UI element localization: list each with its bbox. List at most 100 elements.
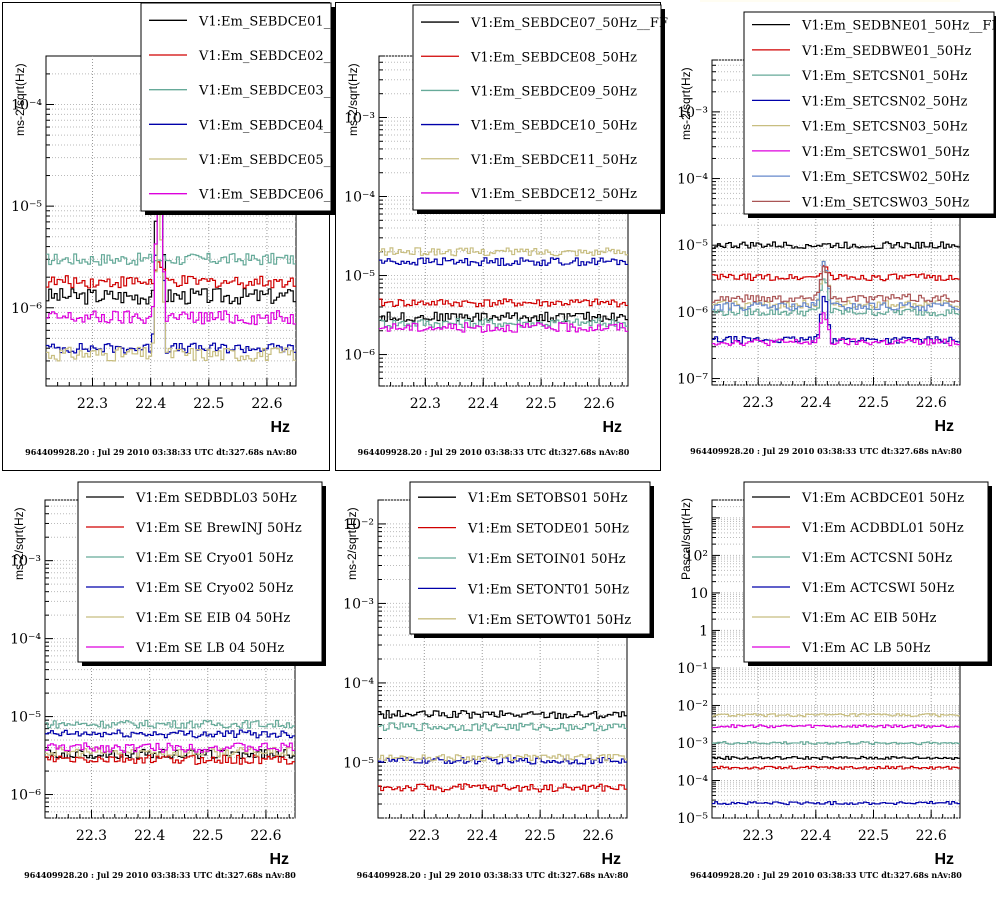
legend-entry: V1:Em_SEBDCE09_50Hz [470,84,637,99]
series-line [712,801,960,806]
legend-box [743,481,989,663]
x-tick-label: 22.4 [800,828,831,844]
legend-entry: V1:Em ACDBDL01 50Hz [801,521,964,536]
x-tick-label: 22.3 [409,828,440,844]
x-tick-label: 22.5 [192,828,223,844]
chart-panel-2: 22.3 22.4 22.5 22.6 10⁻⁶ 10⁻⁵ 10⁻⁴ 10⁻³ Hz ms-2/s… [335,2,677,471]
chart-svg-3: 22.3 22.4 22.5 22.6 10⁻⁷ 10⁻⁶ 10⁻⁵ 10⁻⁴ 10⁻³ Hz ms… [677,11,996,456]
chart-panel-4: 22.3 22.4 22.5 22.6 10⁻⁶ 10⁻⁵ 10⁻⁴ 10⁻³ Hz ms-2/s… [2,478,330,894]
y-tick-label: 10⁻⁴ [677,172,708,188]
y-tick-label: 10⁻⁵ [10,710,41,726]
legend-box [412,4,662,211]
timestamp-footer: 964409928.20 : Jul 29 2010 03:38:33 UTC … [24,870,296,880]
series-line [379,311,628,323]
x-tick-label: 22.3 [410,396,441,412]
x-tick-label: 22.3 [77,396,108,412]
legend-entry: V1:Em SE BrewINJ 50Hz [135,521,302,536]
chart-svg-5: 22.3 22.4 22.5 22.6 10⁻⁵ 10⁻⁴ 10⁻³ 10⁻² Hz ms-2/s… [343,481,654,880]
series-line [378,722,627,732]
legend-entry: V1:Em_SEBDCE04_50Hz [198,118,365,133]
y-tick-label: 10⁻² [677,698,708,714]
y-tick-label: 10⁻⁴ [343,676,374,692]
legend-entry: V1:Em AC LB 50Hz [801,641,931,656]
y-tick-label: 10⁻⁶ [10,788,41,804]
y-axis-label: Pascal/sqrt(Hz) [679,498,693,580]
legend-entry: V1:Em_SEBDCE05_50Hz [198,153,365,168]
x-tick-label: 22.5 [526,396,557,412]
series-line [712,260,960,311]
legend-entry: V1:Em_SEBDCE07_50Hz__FFT [470,16,677,31]
x-axis-label: Hz [934,418,954,435]
y-axis-label: ms-2/sqrt(Hz) [12,507,26,580]
y-axis-label: ms-2/sqrt(Hz) [13,63,27,136]
x-tick-label: 22.4 [134,828,165,844]
y-tick-label: 10 [690,586,708,602]
chart-panel-1: 22.3 22.4 22.5 22.6 10⁻⁶ 10⁻⁵ 10⁻⁴ Hz ms-2/sqrt(… [2,2,365,471]
series-line [45,719,295,729]
series-line [712,765,960,770]
series-line [378,710,627,719]
y-tick-label: 10⁻⁵ [677,811,708,827]
x-tick-label: 22.5 [858,828,889,844]
series-line [378,753,627,762]
legend-entry: V1:Em_SEBDCE12_50Hz [470,187,637,202]
timestamp-footer: 964409928.20 : Jul 29 2010 03:38:33 UTC … [358,447,630,457]
legend-entry: V1:Em_SEBDCE06_50Hz [198,188,365,203]
legend-entry: V1:Em_SETCSW03_50Hz [801,195,970,210]
timestamp-footer: 964409928.20 : Jul 29 2010 03:38:33 UTC … [690,870,962,880]
series-line [379,247,628,257]
legend-entry: V1:Em SETOWT01 50Hz [467,613,631,628]
x-axis-label: Hz [602,419,622,436]
legend-box [743,11,995,215]
y-axis-label: ms-2/sqrt(Hz) [345,507,359,580]
x-tick-label: 22.6 [916,828,947,844]
y-tick-label: 10⁻⁴ [344,190,375,206]
legend-entry: V1:Em SE LB 04 50Hz [135,641,284,656]
x-tick-label: 22.4 [467,828,498,844]
series-line [712,755,960,760]
series-line [46,204,296,362]
y-tick-label: 10⁻⁵ [343,755,374,771]
legend-entry: V1:Em_SETCSN02_50Hz [801,94,968,109]
chart-svg-2: 22.3 22.4 22.5 22.6 10⁻⁶ 10⁻⁵ 10⁻⁴ 10⁻³ Hz ms-2/s… [344,4,677,457]
legend-entry: V1:Em SETODE01 50Hz [467,522,629,537]
legend-entry: V1:Em_SEBDCE02_50Hz [198,49,365,64]
timestamp-footer: 964409928.20 : Jul 29 2010 03:38:33 UTC … [25,447,297,457]
chart-svg-4: 22.3 22.4 22.5 22.6 10⁻⁶ 10⁻⁵ 10⁻⁴ 10⁻³ Hz ms-2/s… [10,481,326,880]
x-tick-label: 22.3 [76,828,107,844]
y-tick-label: 10⁻³ [10,554,41,570]
legend-entry: V1:Em ACBDCE01 50Hz [801,491,964,506]
legend-entry: V1:Em_SEDBWE01_50Hz [801,44,972,59]
y-tick-label: 1 [699,623,708,639]
x-axis-label: Hz [601,851,621,868]
series-line [46,252,296,266]
y-tick-label: 10⁻⁴ [11,97,42,113]
x-tick-label: 22.6 [916,395,947,411]
legend-box [140,2,332,212]
timestamp-footer: 964409928.20 : Jul 29 2010 03:38:33 UTC … [690,446,962,456]
x-tick-label: 22.5 [193,396,224,412]
y-tick-label: 10⁻⁵ [344,269,375,285]
y-axis-label: ms-2/sqrt(Hz) [346,63,360,136]
legend-entry: V1:Em_SEBDCE10_50Hz [470,119,637,134]
legend-entry: V1:Em SE Cryo01 50Hz [135,551,293,566]
legend-entry: V1:Em_SEBDCE08_50Hz [470,50,637,65]
series-line [712,241,960,250]
chart-panel-6: 22.3 22.4 22.5 22.6 10⁻⁵ 10⁻⁴ 10⁻³ 10⁻² 10⁻¹ 1 10 1… [668,478,994,894]
chart-panel-3: 22.3 22.4 22.5 22.6 10⁻⁷ 10⁻⁶ 10⁻⁵ 10⁻⁴ 10⁻³ Hz ms… [668,2,996,471]
timestamp-footer: 964409928.20 : Jul 29 2010 03:38:33 UTC … [357,870,629,880]
x-tick-label: 22.6 [582,828,613,844]
y-tick-label: 10⁻⁵ [11,199,42,215]
legend-entry: V1:Em AC EIB 50Hz [801,611,937,626]
chart-svg-6: 22.3 22.4 22.5 22.6 10⁻⁵ 10⁻⁴ 10⁻³ 10⁻² 10⁻¹ 1 10 1… [677,481,992,880]
legend-entry: V1:Em_SEBDCE03_50Hz [198,84,365,99]
y-tick-label: 10⁻⁴ [10,632,41,648]
series-line [379,298,628,308]
series-line [45,729,295,739]
x-tick-label: 22.5 [858,395,889,411]
x-tick-label: 22.6 [251,396,282,412]
y-tick-label: 10⁻³ [677,736,708,752]
legend-entry: V1:Em_SETCSW01_50Hz [801,145,970,160]
series-line [379,322,628,333]
legend-entry: V1:Em SETOIN01 50Hz [467,552,626,567]
